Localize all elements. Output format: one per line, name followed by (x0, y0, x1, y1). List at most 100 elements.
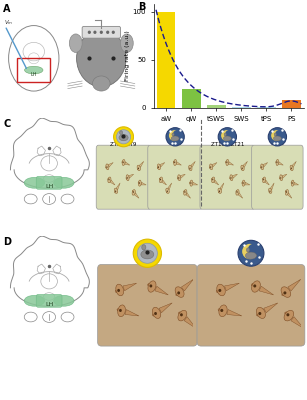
Ellipse shape (245, 252, 257, 259)
Polygon shape (10, 236, 89, 306)
Polygon shape (263, 162, 268, 167)
Circle shape (116, 130, 131, 144)
Ellipse shape (190, 182, 192, 184)
Text: LD: LD (222, 134, 233, 142)
Polygon shape (184, 190, 185, 192)
Ellipse shape (219, 305, 227, 317)
Polygon shape (148, 283, 149, 286)
Polygon shape (184, 317, 196, 328)
Text: CT15: CT15 (270, 141, 284, 146)
Polygon shape (193, 182, 198, 185)
Ellipse shape (174, 162, 175, 163)
Polygon shape (292, 161, 296, 168)
Ellipse shape (171, 136, 179, 141)
Circle shape (112, 30, 115, 34)
Ellipse shape (280, 177, 281, 179)
Polygon shape (251, 283, 253, 286)
Ellipse shape (54, 178, 74, 188)
FancyBboxPatch shape (82, 26, 120, 38)
Text: DD: DD (169, 134, 181, 142)
Ellipse shape (251, 281, 260, 292)
Polygon shape (117, 308, 118, 311)
Ellipse shape (223, 136, 231, 141)
FancyBboxPatch shape (197, 264, 305, 346)
Polygon shape (212, 162, 217, 167)
Ellipse shape (24, 178, 45, 188)
Ellipse shape (180, 313, 183, 316)
Ellipse shape (76, 30, 126, 87)
Ellipse shape (277, 162, 278, 163)
Polygon shape (162, 180, 167, 185)
Ellipse shape (150, 284, 152, 288)
Ellipse shape (241, 165, 244, 171)
Ellipse shape (190, 180, 193, 186)
Ellipse shape (54, 295, 74, 306)
Polygon shape (168, 183, 172, 190)
Ellipse shape (138, 168, 139, 169)
Text: LD: LD (245, 250, 257, 259)
Ellipse shape (276, 160, 279, 166)
Text: ZT5: ZT5 (141, 259, 154, 264)
Ellipse shape (24, 295, 45, 306)
Text: A: A (3, 4, 10, 14)
Text: ZT3 / ZT9: ZT3 / ZT9 (111, 141, 137, 146)
Polygon shape (157, 167, 158, 169)
Ellipse shape (274, 136, 281, 141)
Polygon shape (110, 180, 115, 185)
Bar (232, 106, 251, 108)
Ellipse shape (108, 179, 110, 180)
Polygon shape (282, 294, 284, 296)
Ellipse shape (132, 190, 135, 195)
Ellipse shape (126, 175, 129, 181)
Text: LH: LH (45, 302, 53, 307)
Polygon shape (245, 182, 250, 185)
Polygon shape (166, 192, 167, 193)
Text: LH: LH (45, 184, 53, 189)
Circle shape (133, 239, 161, 267)
Ellipse shape (217, 284, 225, 296)
Circle shape (225, 130, 234, 139)
Polygon shape (256, 314, 258, 316)
Ellipse shape (242, 168, 243, 169)
Circle shape (221, 130, 232, 141)
Ellipse shape (218, 289, 221, 292)
Ellipse shape (119, 309, 122, 312)
Bar (282, 100, 301, 108)
Ellipse shape (175, 287, 184, 297)
Polygon shape (116, 183, 120, 190)
Ellipse shape (242, 180, 245, 186)
Polygon shape (288, 279, 301, 291)
Ellipse shape (142, 245, 146, 250)
Polygon shape (152, 314, 154, 316)
Ellipse shape (122, 162, 124, 163)
Polygon shape (220, 183, 224, 190)
Polygon shape (160, 162, 165, 167)
Ellipse shape (212, 177, 215, 183)
Circle shape (93, 30, 96, 34)
Circle shape (166, 128, 184, 146)
Polygon shape (227, 310, 242, 316)
Polygon shape (106, 167, 107, 169)
Ellipse shape (212, 179, 213, 180)
Ellipse shape (141, 250, 154, 259)
Text: ZT15 / ZT21: ZT15 / ZT21 (211, 141, 244, 146)
Ellipse shape (286, 191, 287, 193)
Polygon shape (139, 161, 144, 168)
Ellipse shape (158, 166, 159, 168)
Polygon shape (191, 161, 195, 168)
Polygon shape (265, 180, 269, 185)
Circle shape (88, 30, 91, 34)
Polygon shape (159, 303, 172, 313)
Ellipse shape (286, 190, 288, 195)
Ellipse shape (119, 134, 128, 141)
Polygon shape (186, 193, 191, 198)
Ellipse shape (167, 190, 168, 192)
Ellipse shape (262, 177, 266, 183)
Polygon shape (224, 283, 239, 291)
Ellipse shape (92, 76, 110, 91)
Ellipse shape (137, 165, 140, 171)
Circle shape (114, 127, 134, 147)
Ellipse shape (174, 160, 177, 166)
Ellipse shape (292, 182, 293, 184)
FancyBboxPatch shape (200, 145, 255, 209)
